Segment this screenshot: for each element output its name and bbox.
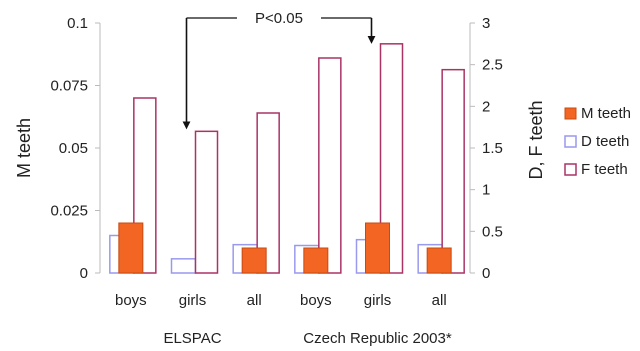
legend-swatch [564,135,577,148]
bars [109,43,465,274]
annotation: P<0.05 [182,10,376,130]
right-tick-label: 1.5 [482,140,503,157]
right-tick-label: 1 [482,182,490,199]
legend-label: F teeth [581,161,628,178]
legend: M teeth D teeth F teeth [564,105,631,178]
category-label: all [247,292,262,309]
bar-f-teeth [256,112,280,274]
left-tick-label: 0.05 [59,140,88,157]
category-label: boys [300,292,332,309]
left-tick-label: 0 [80,265,88,282]
legend-swatch [564,107,577,120]
right-tick-label: 2.5 [482,57,503,74]
category-label: girls [364,292,392,309]
bar-f-teeth [318,57,342,274]
bar-m-teeth [241,247,267,274]
bar-d-teeth [170,258,197,274]
bar-m-teeth [118,222,144,274]
right-axis-title: D, F teeth [526,100,546,179]
group-label: Czech Republic 2003* [303,330,452,347]
right-tick-label: 2 [482,98,490,115]
legend-label: D teeth [581,133,629,150]
group-label: ELSPAC [163,330,221,347]
right-tick-label: 0 [482,265,490,282]
right-tick-label: 3 [482,15,490,32]
category-label: all [432,292,447,309]
bar-f-teeth [441,68,465,274]
bar-m-teeth [426,247,452,274]
axes [95,22,475,274]
labels: 0 0.025 0.05 0.075 0.1 0 0.5 1 1.5 2 2.5 3 M teeth D,… [14,15,546,347]
left-axis-title: M teeth [14,118,34,178]
category-label: boys [115,292,147,309]
category-label: girls [179,292,207,309]
left-tick-label: 0.075 [50,78,88,95]
bar-f-teeth [194,130,219,274]
annotation-text: P<0.05 [255,10,303,27]
right-tick-label: 0.5 [482,223,503,240]
left-tick-label: 0.025 [50,203,88,220]
left-tick-label: 0.1 [67,15,88,32]
legend-swatch [564,163,577,176]
legend-label: M teeth [581,105,631,122]
bar-m-teeth [303,247,329,274]
bar-f-teeth [379,43,404,274]
bar-m-teeth [365,222,390,274]
